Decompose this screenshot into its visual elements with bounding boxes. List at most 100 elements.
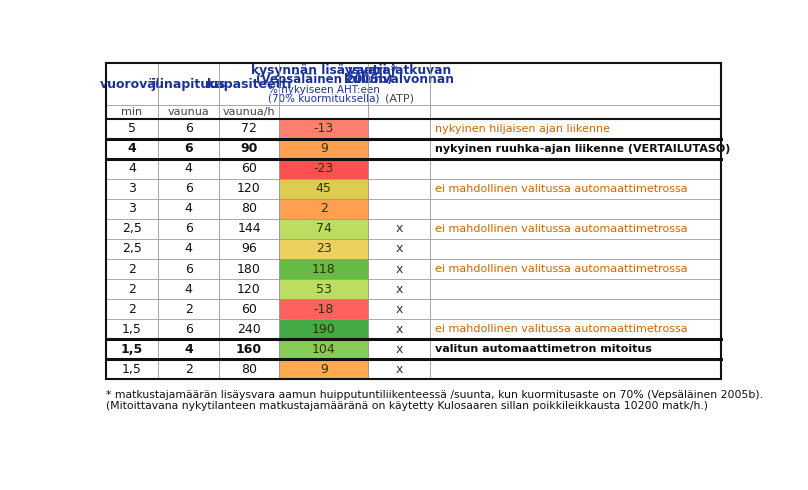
Bar	[106, 239, 721, 259]
Text: (Mitoittavana nykytilanteen matkustajamääränä on käytetty Kulosaaren sillan poik: (Mitoittavana nykytilanteen matkustajamä…	[106, 401, 708, 411]
Text: 45: 45	[316, 182, 332, 196]
Bar	[280, 239, 368, 259]
Text: x: x	[396, 243, 403, 255]
Text: (ATP): (ATP)	[385, 93, 414, 103]
Text: 1,5: 1,5	[122, 322, 142, 336]
Text: 23: 23	[316, 243, 332, 255]
Text: 2: 2	[320, 202, 328, 216]
Text: ei mahdollinen valitussa automaattimetrossa: ei mahdollinen valitussa automaattimetro…	[435, 184, 688, 194]
Text: ei mahdollinen valitussa automaattimetrossa: ei mahdollinen valitussa automaattimetro…	[435, 224, 688, 234]
Text: kulunvalvonnan: kulunvalvonnan	[344, 73, 454, 86]
Text: 120: 120	[238, 283, 261, 295]
Bar	[106, 339, 721, 359]
Bar	[106, 299, 721, 319]
Bar	[106, 259, 721, 279]
Bar	[280, 259, 368, 279]
Text: vaatii jatkuvan: vaatii jatkuvan	[347, 64, 451, 77]
Bar	[280, 219, 368, 239]
Text: 9: 9	[320, 363, 328, 376]
Text: 4: 4	[184, 343, 193, 356]
Text: x: x	[396, 343, 403, 356]
Text: 74: 74	[316, 222, 332, 236]
Text: x: x	[396, 302, 403, 316]
Text: 1,5: 1,5	[121, 343, 143, 356]
Text: -23: -23	[314, 162, 334, 175]
Text: 9: 9	[320, 143, 328, 155]
Bar	[106, 63, 721, 119]
Text: 4: 4	[128, 143, 137, 155]
Text: 3: 3	[128, 182, 136, 196]
Text: % nykyiseen AHT:een: % nykyiseen AHT:een	[268, 85, 380, 95]
Text: 190: 190	[312, 322, 335, 336]
Text: 6: 6	[185, 322, 192, 336]
Text: min: min	[121, 107, 142, 117]
Text: kapasiteetti: kapasiteetti	[207, 78, 291, 91]
Text: 80: 80	[241, 202, 257, 216]
Text: 4: 4	[185, 202, 192, 216]
Text: 96: 96	[241, 243, 257, 255]
Text: 2: 2	[128, 283, 136, 295]
Text: 160: 160	[236, 343, 262, 356]
Text: 144: 144	[238, 222, 261, 236]
Bar	[106, 279, 721, 299]
Text: 4: 4	[185, 243, 192, 255]
Text: * matkustajamäärän lisäysvara aamun huipputuntiliikenteessä /suunta, kun kuormit: * matkustajamäärän lisäysvara aamun huip…	[106, 390, 763, 400]
Text: 72: 72	[241, 122, 257, 135]
Bar	[106, 139, 721, 159]
Text: 6: 6	[185, 263, 192, 275]
Text: vuoroväli: vuoroväli	[99, 78, 165, 91]
Text: 6: 6	[184, 143, 193, 155]
Bar	[106, 159, 721, 179]
Bar	[280, 359, 368, 379]
Text: ei mahdollinen valitussa automaattimetrossa: ei mahdollinen valitussa automaattimetro…	[435, 324, 688, 334]
Text: 2,5: 2,5	[122, 222, 142, 236]
Text: 4: 4	[128, 162, 136, 175]
Text: vaunua: vaunua	[168, 107, 209, 117]
Text: 5: 5	[128, 122, 136, 135]
Text: junapituus: junapituus	[151, 78, 225, 91]
Text: 2: 2	[185, 363, 192, 376]
Text: 3: 3	[128, 202, 136, 216]
Text: vaunua/h: vaunua/h	[223, 107, 276, 117]
Text: nykyinen ruuhka-ajan liikenne (VERTAILUTASO): nykyinen ruuhka-ajan liikenne (VERTAILUT…	[435, 144, 730, 154]
Text: 2,5: 2,5	[122, 243, 142, 255]
Text: valitun automaattimetron mitoitus: valitun automaattimetron mitoitus	[435, 344, 652, 354]
Bar	[280, 279, 368, 299]
Text: 118: 118	[312, 263, 335, 275]
Text: -13: -13	[314, 122, 334, 135]
Text: (Vepsäläinen 2005b): (Vepsäläinen 2005b)	[255, 73, 392, 86]
Bar	[280, 139, 368, 159]
Bar	[280, 319, 368, 339]
Bar	[280, 339, 368, 359]
Text: 6: 6	[185, 182, 192, 196]
Text: 2: 2	[185, 302, 192, 316]
Text: x: x	[396, 363, 403, 376]
Text: x: x	[396, 283, 403, 295]
Text: 1,5: 1,5	[122, 363, 142, 376]
Bar	[280, 299, 368, 319]
Bar	[106, 179, 721, 199]
Text: x: x	[396, 322, 403, 336]
Bar	[280, 119, 368, 139]
Bar	[106, 199, 721, 219]
Bar	[106, 359, 721, 379]
Text: (70% kuormituksella): (70% kuormituksella)	[268, 93, 380, 103]
Text: 2: 2	[128, 263, 136, 275]
Text: 6: 6	[185, 222, 192, 236]
Bar	[106, 219, 721, 239]
Text: ei mahdollinen valitussa automaattimetrossa: ei mahdollinen valitussa automaattimetro…	[435, 264, 688, 274]
Text: 53: 53	[316, 283, 332, 295]
Text: 6: 6	[185, 122, 192, 135]
Text: -18: -18	[314, 302, 334, 316]
Text: 60: 60	[241, 302, 257, 316]
Text: 104: 104	[312, 343, 335, 356]
Text: 60: 60	[241, 162, 257, 175]
Text: x: x	[396, 222, 403, 236]
Bar	[106, 119, 721, 139]
Text: 4: 4	[185, 162, 192, 175]
Bar	[280, 179, 368, 199]
Text: 120: 120	[238, 182, 261, 196]
Bar	[280, 199, 368, 219]
Text: 90: 90	[240, 143, 258, 155]
Bar	[106, 319, 721, 339]
